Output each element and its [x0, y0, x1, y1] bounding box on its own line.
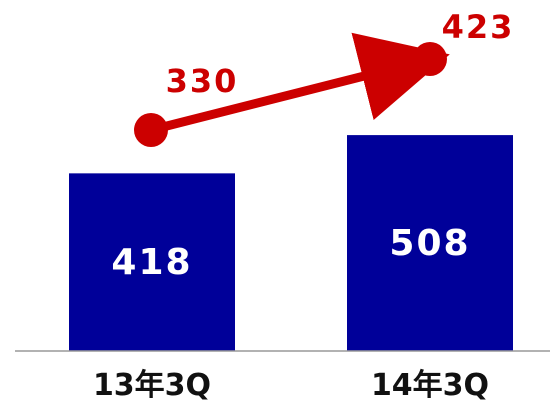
labels-layer: 418 13年3Q 508 14年3Q: [93, 223, 489, 403]
line-point-2: [413, 42, 447, 76]
trend-line: [149, 32, 450, 135]
bars-layer: [69, 135, 513, 351]
bar-2: [347, 135, 513, 351]
line-value-label-1: 330: [166, 62, 239, 100]
line-point-1: [134, 113, 168, 147]
line-layer: 330 423: [134, 8, 515, 147]
line-value-label-2: 423: [442, 8, 515, 46]
bar-value-label-2: 508: [389, 223, 470, 264]
bar-1: [69, 173, 235, 351]
category-label-1: 13年3Q: [93, 368, 211, 403]
bar-value-label-1: 418: [111, 242, 192, 283]
category-label-2: 14年3Q: [371, 368, 489, 403]
